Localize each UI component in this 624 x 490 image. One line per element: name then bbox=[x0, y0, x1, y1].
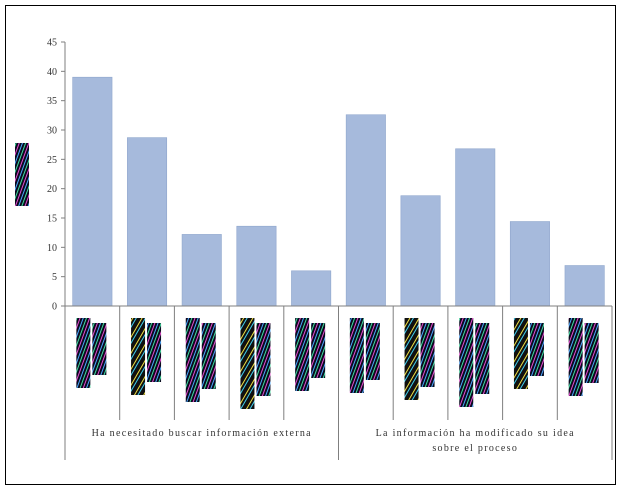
garbled-category-label bbox=[475, 323, 490, 394]
garbled-category-label bbox=[459, 318, 474, 407]
bar bbox=[509, 221, 550, 307]
garbled-category-label bbox=[420, 323, 435, 387]
garbled-category-label bbox=[295, 318, 310, 391]
legend-swatch bbox=[15, 143, 29, 206]
garbled-category-label bbox=[256, 323, 271, 396]
garbled-category-label bbox=[404, 318, 419, 400]
y-tick-label: 45 bbox=[47, 38, 57, 49]
y-tick-label: 15 bbox=[47, 214, 57, 225]
y-axis: 0 5 10 15 20 25 30 35 40 45 bbox=[47, 38, 66, 313]
y-tick-label: 10 bbox=[47, 243, 57, 254]
x-group-label: La información ha modificado su idea sobr… bbox=[376, 428, 575, 454]
y-tick-label: 0 bbox=[52, 302, 57, 313]
bars bbox=[72, 76, 605, 307]
garbled-category-label bbox=[311, 323, 326, 378]
garbled-category-label bbox=[568, 318, 583, 396]
x-group-label: Ha necesitado buscar información externa bbox=[92, 428, 312, 439]
bar bbox=[455, 148, 496, 307]
garbled-category-label bbox=[584, 323, 599, 383]
garbled-category-label bbox=[201, 323, 216, 389]
garbled-category-label bbox=[185, 318, 200, 402]
garbled-category-label bbox=[131, 318, 146, 395]
bar bbox=[291, 270, 332, 307]
x-axis: Ha necesitado buscar información externa… bbox=[64, 305, 613, 460]
bar bbox=[72, 76, 113, 307]
legend bbox=[15, 143, 29, 206]
garbled-category-label bbox=[513, 318, 528, 389]
bar bbox=[181, 234, 222, 307]
garbled-category-label bbox=[365, 323, 380, 380]
bar bbox=[564, 265, 605, 307]
y-tick-label: 35 bbox=[47, 96, 57, 107]
y-tick-label: 30 bbox=[47, 126, 57, 137]
y-tick-label: 40 bbox=[47, 67, 57, 78]
garbled-category-label bbox=[529, 323, 544, 376]
bar bbox=[400, 195, 441, 307]
bar bbox=[236, 225, 277, 307]
bar bbox=[127, 137, 168, 307]
garbled-category-label bbox=[240, 318, 255, 409]
garbled-category-label bbox=[92, 323, 107, 375]
garbled-category-label bbox=[349, 318, 364, 393]
y-tick-label: 20 bbox=[47, 184, 57, 195]
y-tick-label: 25 bbox=[47, 155, 57, 166]
y-tick-label: 5 bbox=[52, 272, 57, 283]
bar bbox=[345, 114, 386, 307]
garbled-category-label bbox=[76, 318, 91, 388]
garbled-category-label bbox=[147, 323, 162, 382]
